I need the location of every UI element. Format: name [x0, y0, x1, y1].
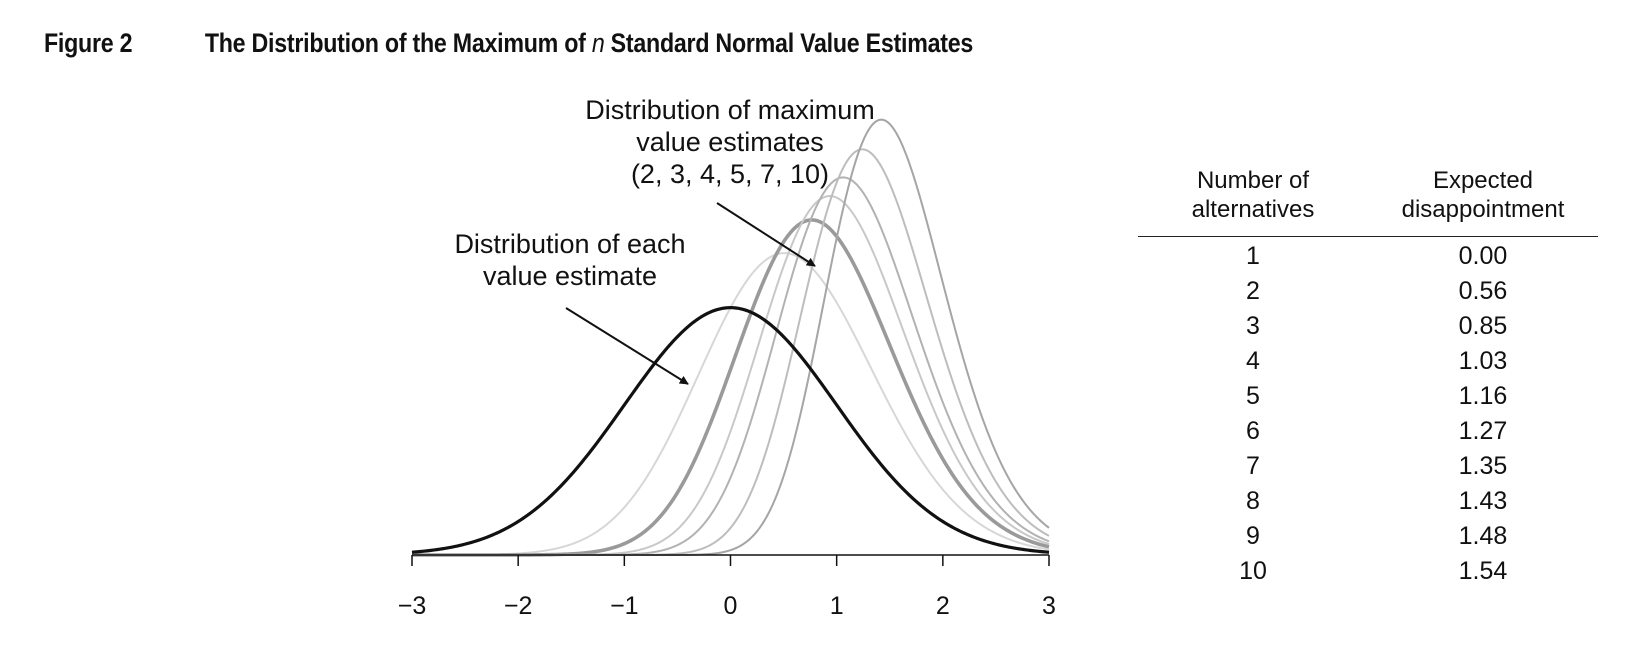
cell-alternatives: 6	[1246, 417, 1260, 445]
cell-disappointment: 1.48	[1458, 522, 1508, 550]
figure-title-prefix: The Distribution of the Maximum of	[204, 28, 592, 58]
x-tick-label: 2	[935, 592, 950, 620]
cell-disappointment: 1.16	[1458, 382, 1508, 410]
cell-disappointment: 1.43	[1458, 487, 1508, 515]
cell-alternatives: 3	[1246, 312, 1260, 340]
annotation-arrow-each	[565, 307, 689, 385]
table-row: 5 1.16	[1138, 379, 1598, 414]
series-line-n1	[411, 306, 1050, 554]
table-row: 2 0.56	[1138, 274, 1598, 309]
table-row: 8 1.43	[1138, 484, 1598, 519]
cell-disappointment: 1.27	[1458, 417, 1508, 445]
figure-header: Figure 2 The Distribution of the Maximum …	[44, 28, 973, 68]
annotation-max-line: Distribution of maximum	[585, 95, 875, 125]
cell-alternatives: 1	[1246, 242, 1260, 270]
table-body: 1 0.00 2 0.56 3 0.85 4 1.03 5 1.16 6 1.27 7 1.35 8 1.43…	[1138, 237, 1598, 589]
cell-alternatives: 8	[1246, 487, 1260, 515]
x-tick-label: 3	[1042, 592, 1056, 620]
col-header-alternatives: Number of alternatives	[1138, 166, 1368, 236]
table-row: 9 1.48	[1138, 519, 1598, 554]
annotation-each-line: value estimate	[482, 261, 658, 291]
cell-disappointment: 1.54	[1458, 557, 1508, 585]
table-row: 3 0.85	[1138, 309, 1598, 344]
annotation-each-estimate: Distribution of each value estimate	[400, 228, 740, 292]
table-row: 7 1.35	[1138, 449, 1598, 484]
cell-disappointment: 0.56	[1458, 277, 1508, 305]
x-tick-label: −3	[397, 592, 427, 620]
disappointment-table: Number of alternatives Expected disappoint…	[1138, 166, 1598, 589]
cell-alternatives: 7	[1246, 452, 1260, 480]
series-line-n2	[412, 252, 1050, 556]
annotation-max-line: (2, 3, 4, 5, 7, 10)	[630, 159, 830, 189]
table-row: 6 1.27	[1138, 414, 1598, 449]
cell-disappointment: 1.35	[1458, 452, 1508, 480]
figure-title-italic: n	[591, 28, 605, 58]
col-header-disappointment-line: disappointment	[1401, 196, 1565, 223]
cell-alternatives: 4	[1246, 347, 1260, 375]
col-header-alternatives-line: Number of	[1196, 167, 1310, 194]
annotation-arrow-max	[716, 202, 816, 267]
table-row: 1 0.00	[1138, 239, 1598, 274]
x-tick-label: 1	[829, 592, 844, 620]
table-row: 4 1.03	[1138, 344, 1598, 379]
col-header-disappointment-line: Expected	[1432, 167, 1534, 194]
x-tick-label: −2	[503, 592, 533, 620]
figure-label: Figure 2	[44, 28, 133, 58]
series-line-n7	[412, 148, 1050, 556]
annotation-max-estimates: Distribution of maximum value estimates (2…	[520, 94, 940, 190]
table-header: Number of alternatives Expected disappoint…	[1138, 166, 1598, 237]
x-tick-label: 0	[723, 592, 738, 620]
figure-title-suffix: Standard Normal Value Estimates	[604, 28, 974, 58]
cell-disappointment: 0.00	[1458, 242, 1508, 270]
col-header-disappointment: Expected disappointment	[1368, 166, 1598, 236]
table-row: 10 1.54	[1138, 554, 1598, 589]
x-axis	[411, 554, 1050, 566]
cell-alternatives: 10	[1239, 557, 1267, 585]
cell-alternatives: 2	[1246, 277, 1260, 305]
annotation-each-line: Distribution of each	[454, 229, 686, 259]
col-header-alternatives-line: alternatives	[1191, 196, 1315, 223]
annotation-max-line: value estimates	[636, 127, 824, 157]
x-tick-label: −1	[610, 592, 639, 620]
cell-alternatives: 9	[1246, 522, 1260, 550]
cell-disappointment: 0.85	[1458, 312, 1508, 340]
cell-disappointment: 1.03	[1458, 347, 1508, 375]
cell-alternatives: 5	[1246, 382, 1260, 410]
